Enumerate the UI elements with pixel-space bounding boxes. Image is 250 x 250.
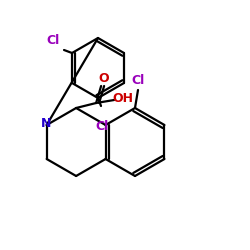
Text: N: N xyxy=(40,118,51,130)
Text: OH: OH xyxy=(112,92,134,104)
Text: Cl: Cl xyxy=(96,120,108,132)
Text: O: O xyxy=(99,72,110,85)
Text: Cl: Cl xyxy=(132,74,144,86)
Text: Cl: Cl xyxy=(46,34,60,48)
